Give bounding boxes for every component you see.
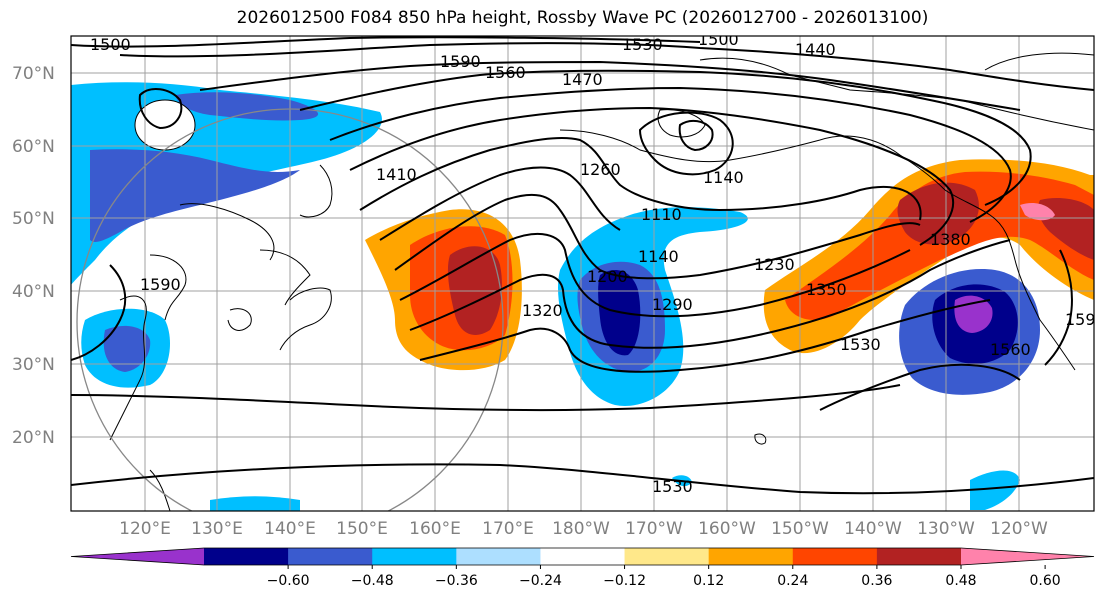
lon-label: 140°E bbox=[264, 519, 316, 539]
colorbar-segment bbox=[204, 548, 289, 565]
colorbar-segment bbox=[792, 548, 878, 565]
reference-circle bbox=[76, 108, 504, 511]
lon-label: 160°E bbox=[409, 519, 461, 539]
contour-label: 1350 bbox=[806, 280, 847, 299]
map-title: 2026012500 F084 850 hPa height, Rossby W… bbox=[236, 8, 929, 28]
lat-label: 70°N bbox=[12, 64, 55, 84]
colorbar-tick-label: 0.48 bbox=[945, 573, 976, 589]
lon-label: 130°E bbox=[191, 519, 243, 539]
contour-label: 1530 bbox=[840, 335, 881, 354]
latitude-labels: 70°N 60°N 50°N 40°N 30°N 20°N bbox=[12, 64, 55, 448]
colorbar-extend-low bbox=[71, 548, 204, 565]
contour-label: 1380 bbox=[930, 230, 971, 249]
map-plot-area: 1500 1590 1560 1530 1500 1440 1470 1410 … bbox=[71, 30, 1105, 511]
colorbar-segment bbox=[540, 548, 626, 565]
contour-label: 1530 bbox=[622, 35, 663, 54]
contour-label: 1560 bbox=[485, 63, 526, 82]
lon-label: 120°E bbox=[119, 519, 171, 539]
lon-label: 160°W bbox=[698, 519, 756, 539]
lon-label: 180°W bbox=[552, 519, 610, 539]
contour-label: 1410 bbox=[376, 165, 417, 184]
lon-label: 120°W bbox=[990, 519, 1048, 539]
colorbar-tick-label: 0.12 bbox=[693, 573, 724, 589]
contour-label: 1560 bbox=[990, 340, 1031, 359]
contour-label: 1110 bbox=[641, 205, 682, 224]
lat-label: 30°N bbox=[12, 355, 55, 375]
contour-label: 1290 bbox=[652, 295, 693, 314]
contour-label: 1590 bbox=[440, 52, 481, 71]
height-contours bbox=[71, 36, 1094, 495]
longitude-labels: 120°E 130°E 140°E 150°E 160°E 170°E 180°… bbox=[119, 519, 1048, 539]
lon-label: 170°E bbox=[482, 519, 534, 539]
lon-label: 130°W bbox=[917, 519, 975, 539]
contour-label: 1590 bbox=[1065, 310, 1105, 329]
lat-label: 20°N bbox=[12, 428, 55, 448]
contour-label: 1500 bbox=[698, 30, 739, 49]
colorbar-tick-label: −0.12 bbox=[603, 573, 646, 589]
contour-label: 1530 bbox=[652, 477, 693, 496]
contour-label: 1320 bbox=[522, 301, 563, 320]
contour-label: 1590 bbox=[140, 275, 181, 294]
colorbar-tick-label: 0.24 bbox=[777, 573, 808, 589]
lon-label: 170°W bbox=[625, 519, 683, 539]
lat-label: 40°N bbox=[12, 282, 55, 302]
contour-label: 1140 bbox=[638, 247, 679, 266]
contour-label-group: 1500 1590 1560 1530 1500 1440 1470 1410 … bbox=[90, 30, 1105, 496]
graticule bbox=[71, 36, 1094, 511]
contour-label: 1140 bbox=[703, 168, 744, 187]
lon-label: 140°W bbox=[844, 519, 902, 539]
lon-label: 150°E bbox=[336, 519, 388, 539]
colorbar-segment bbox=[876, 548, 962, 565]
contour-label: 1470 bbox=[562, 70, 603, 89]
colorbar-tick-label: −0.36 bbox=[435, 573, 478, 589]
colorbar-tick-label: −0.24 bbox=[519, 573, 562, 589]
colorbar-segment bbox=[708, 548, 794, 565]
colorbar-segment bbox=[372, 548, 457, 565]
colorbar-tick-label: 0.60 bbox=[1030, 573, 1061, 589]
contour-label: 1260 bbox=[580, 160, 621, 179]
lat-label: 60°N bbox=[12, 137, 55, 157]
contour-label: 1200 bbox=[587, 267, 628, 286]
lon-label: 150°W bbox=[771, 519, 829, 539]
colorbar-tick-label: 0.36 bbox=[861, 573, 892, 589]
colorbar-tick-label: −0.60 bbox=[267, 573, 310, 589]
contour-label: 1230 bbox=[754, 255, 795, 274]
colorbar-segment bbox=[456, 548, 541, 565]
colorbar-tick-label: −0.48 bbox=[351, 573, 394, 589]
colorbar-segment bbox=[624, 548, 710, 565]
colorbar: −0.60 −0.48 −0.36 −0.24 −0.12 0.12 0.24 0.36 0.4… bbox=[70, 547, 1095, 589]
colorbar-extend-high bbox=[961, 548, 1094, 565]
contour-label: 1440 bbox=[795, 40, 836, 59]
lat-label: 50°N bbox=[12, 209, 55, 229]
colorbar-outline bbox=[70, 547, 1095, 566]
contour-label: 1500 bbox=[90, 35, 131, 54]
map-frame bbox=[70, 35, 1095, 512]
colorbar-segment bbox=[288, 548, 373, 565]
